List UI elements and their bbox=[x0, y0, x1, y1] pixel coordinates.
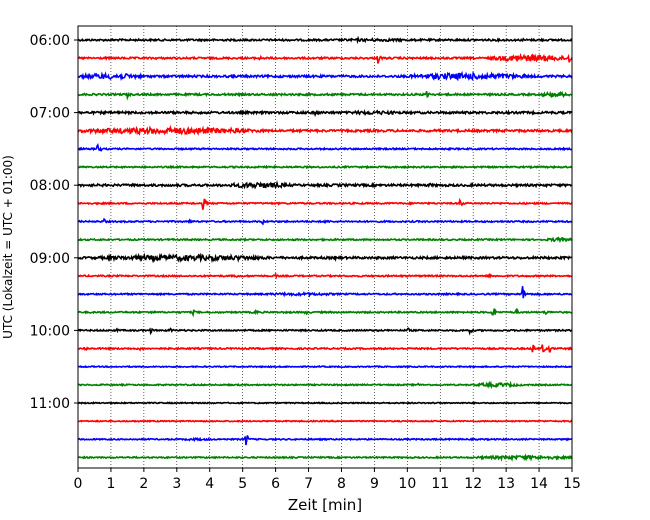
trace-1100 bbox=[77, 401, 573, 405]
x-axis-ticks: 0 1 2 3 4 5 6 7 8 9 10 11 12 13 14 15 bbox=[74, 468, 581, 492]
y-tick-label-0600: 06:00 bbox=[30, 33, 70, 49]
trace-0900 bbox=[77, 252, 573, 264]
trace-group bbox=[77, 35, 573, 462]
x-tick-label-14: 14 bbox=[530, 476, 548, 492]
y-tick-label-1100: 11:00 bbox=[30, 396, 70, 412]
y-axis-ticks: 06:00 07:00 08:00 09:00 10:00 11:00 bbox=[30, 33, 78, 412]
x-tick-label-10: 10 bbox=[398, 476, 416, 492]
trace-1115 bbox=[77, 419, 573, 423]
trace-0615 bbox=[77, 52, 573, 64]
trace-0600 bbox=[77, 35, 573, 45]
x-tick-label-15: 15 bbox=[563, 476, 581, 492]
trace-0745 bbox=[77, 164, 573, 170]
trace-0700 bbox=[77, 109, 573, 118]
x-tick-label-12: 12 bbox=[464, 476, 482, 492]
trace-0630 bbox=[77, 70, 573, 82]
trace-1145 bbox=[77, 453, 573, 462]
plot-frame bbox=[77, 25, 573, 469]
trace-1015 bbox=[77, 344, 573, 353]
trace-1130 bbox=[77, 435, 573, 446]
trace-0715 bbox=[77, 124, 573, 136]
trace-0915 bbox=[77, 272, 573, 280]
y-tick-label-1000: 10:00 bbox=[30, 323, 70, 339]
y-tick-label-0900: 09:00 bbox=[30, 251, 70, 267]
y-tick-label-0800: 08:00 bbox=[30, 178, 70, 194]
x-tick-label-8: 8 bbox=[337, 476, 346, 492]
x-tick-label-11: 11 bbox=[431, 476, 449, 492]
trace-0945 bbox=[78, 307, 573, 318]
x-tick-label-1: 1 bbox=[106, 476, 115, 492]
trace-1000 bbox=[77, 327, 573, 336]
trace-0800 bbox=[77, 180, 573, 190]
y-tick-label-0700: 07:00 bbox=[30, 106, 70, 122]
trace-0845 bbox=[77, 236, 573, 244]
trace-1030 bbox=[77, 364, 573, 369]
trace-0730 bbox=[77, 143, 573, 153]
x-tick-label-13: 13 bbox=[497, 476, 515, 492]
trace-0830 bbox=[77, 217, 573, 226]
x-tick-label-4: 4 bbox=[205, 476, 214, 492]
x-axis-label: Zeit [min] bbox=[288, 496, 362, 514]
y-axis-label: UTC (Lokalzeit = UTC + 01:00) bbox=[1, 155, 15, 339]
x-tick-label-2: 2 bbox=[139, 476, 148, 492]
x-tick-label-9: 9 bbox=[370, 476, 379, 492]
grid-lines bbox=[110, 26, 540, 468]
trace-0645 bbox=[77, 90, 573, 101]
trace-0815 bbox=[77, 197, 573, 210]
x-tick-label-6: 6 bbox=[271, 476, 280, 492]
trace-1045 bbox=[77, 380, 573, 390]
trace-0930 bbox=[77, 286, 573, 299]
x-tick-label-7: 7 bbox=[304, 476, 313, 492]
x-tick-label-3: 3 bbox=[172, 476, 181, 492]
x-tick-label-5: 5 bbox=[238, 476, 247, 492]
x-tick-label-0: 0 bbox=[74, 476, 83, 492]
